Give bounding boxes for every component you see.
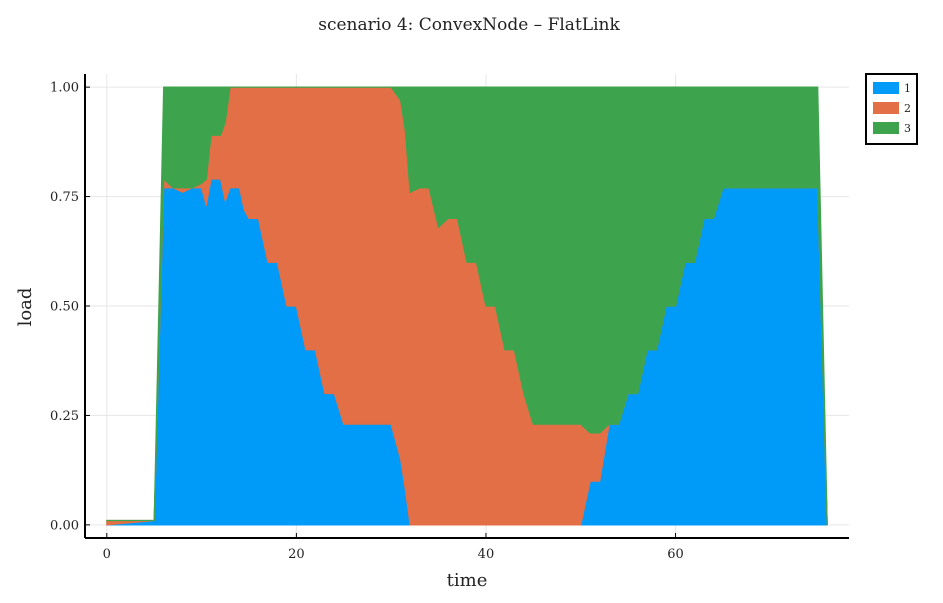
area-series-3 <box>106 86 828 526</box>
tick-labels: 0 20 40 60 0.00 0.25 0.50 0.75 1.00 <box>50 81 684 562</box>
legend-swatch-3 <box>873 122 899 134</box>
plot-areas <box>106 86 828 526</box>
legend-swatch-1 <box>873 82 899 94</box>
x-tick-label-1: 20 <box>288 547 305 562</box>
y-tick-label-4: 1.00 <box>50 81 79 96</box>
y-tick-label-0: 0.00 <box>50 518 79 533</box>
y-tick-label-3: 0.75 <box>50 190 79 205</box>
chart-title: scenario 4: ConvexNode – FlatLink <box>318 15 620 35</box>
x-tick-label-3: 60 <box>667 547 684 562</box>
y-tick-label-2: 0.50 <box>50 300 79 315</box>
x-axis-label: time <box>447 570 488 591</box>
legend-label-2: 2 <box>904 102 911 115</box>
legend-swatch-2 <box>873 102 899 114</box>
legend-label-3: 3 <box>904 122 911 135</box>
y-tick-label-1: 0.25 <box>50 409 79 424</box>
x-tick-label-0: 0 <box>103 547 111 562</box>
x-tick-label-2: 40 <box>478 547 495 562</box>
y-axis-label: load <box>15 288 36 327</box>
legend-label-1: 1 <box>904 82 911 95</box>
legend: 1 2 3 <box>865 73 918 145</box>
